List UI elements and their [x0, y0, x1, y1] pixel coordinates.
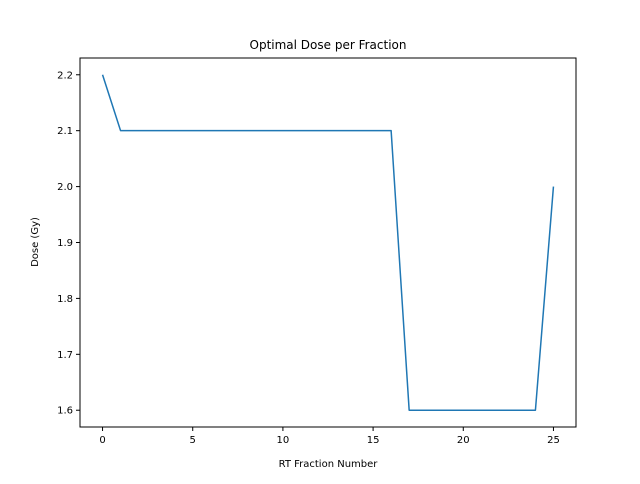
x-tick-label: 20 — [457, 435, 470, 446]
x-tick-label: 15 — [367, 435, 380, 446]
y-axis-label: Dose (Gy) — [30, 217, 41, 267]
x-axis-label: RT Fraction Number — [279, 459, 379, 470]
y-tick-label: 2.1 — [57, 126, 73, 137]
y-tick-label: 1.8 — [57, 294, 73, 305]
x-tick-label: 10 — [277, 435, 290, 446]
x-tick-label: 0 — [99, 435, 105, 446]
x-tick-label: 5 — [190, 435, 196, 446]
chart-title: Optimal Dose per Fraction — [250, 38, 407, 52]
y-tick-label: 1.9 — [57, 238, 73, 249]
y-tick-label: 1.7 — [57, 350, 73, 361]
y-tick-label: 1.6 — [57, 406, 73, 417]
y-tick-label: 2.0 — [57, 182, 73, 193]
x-tick-label: 25 — [547, 435, 560, 446]
y-tick-label: 2.2 — [57, 70, 73, 81]
